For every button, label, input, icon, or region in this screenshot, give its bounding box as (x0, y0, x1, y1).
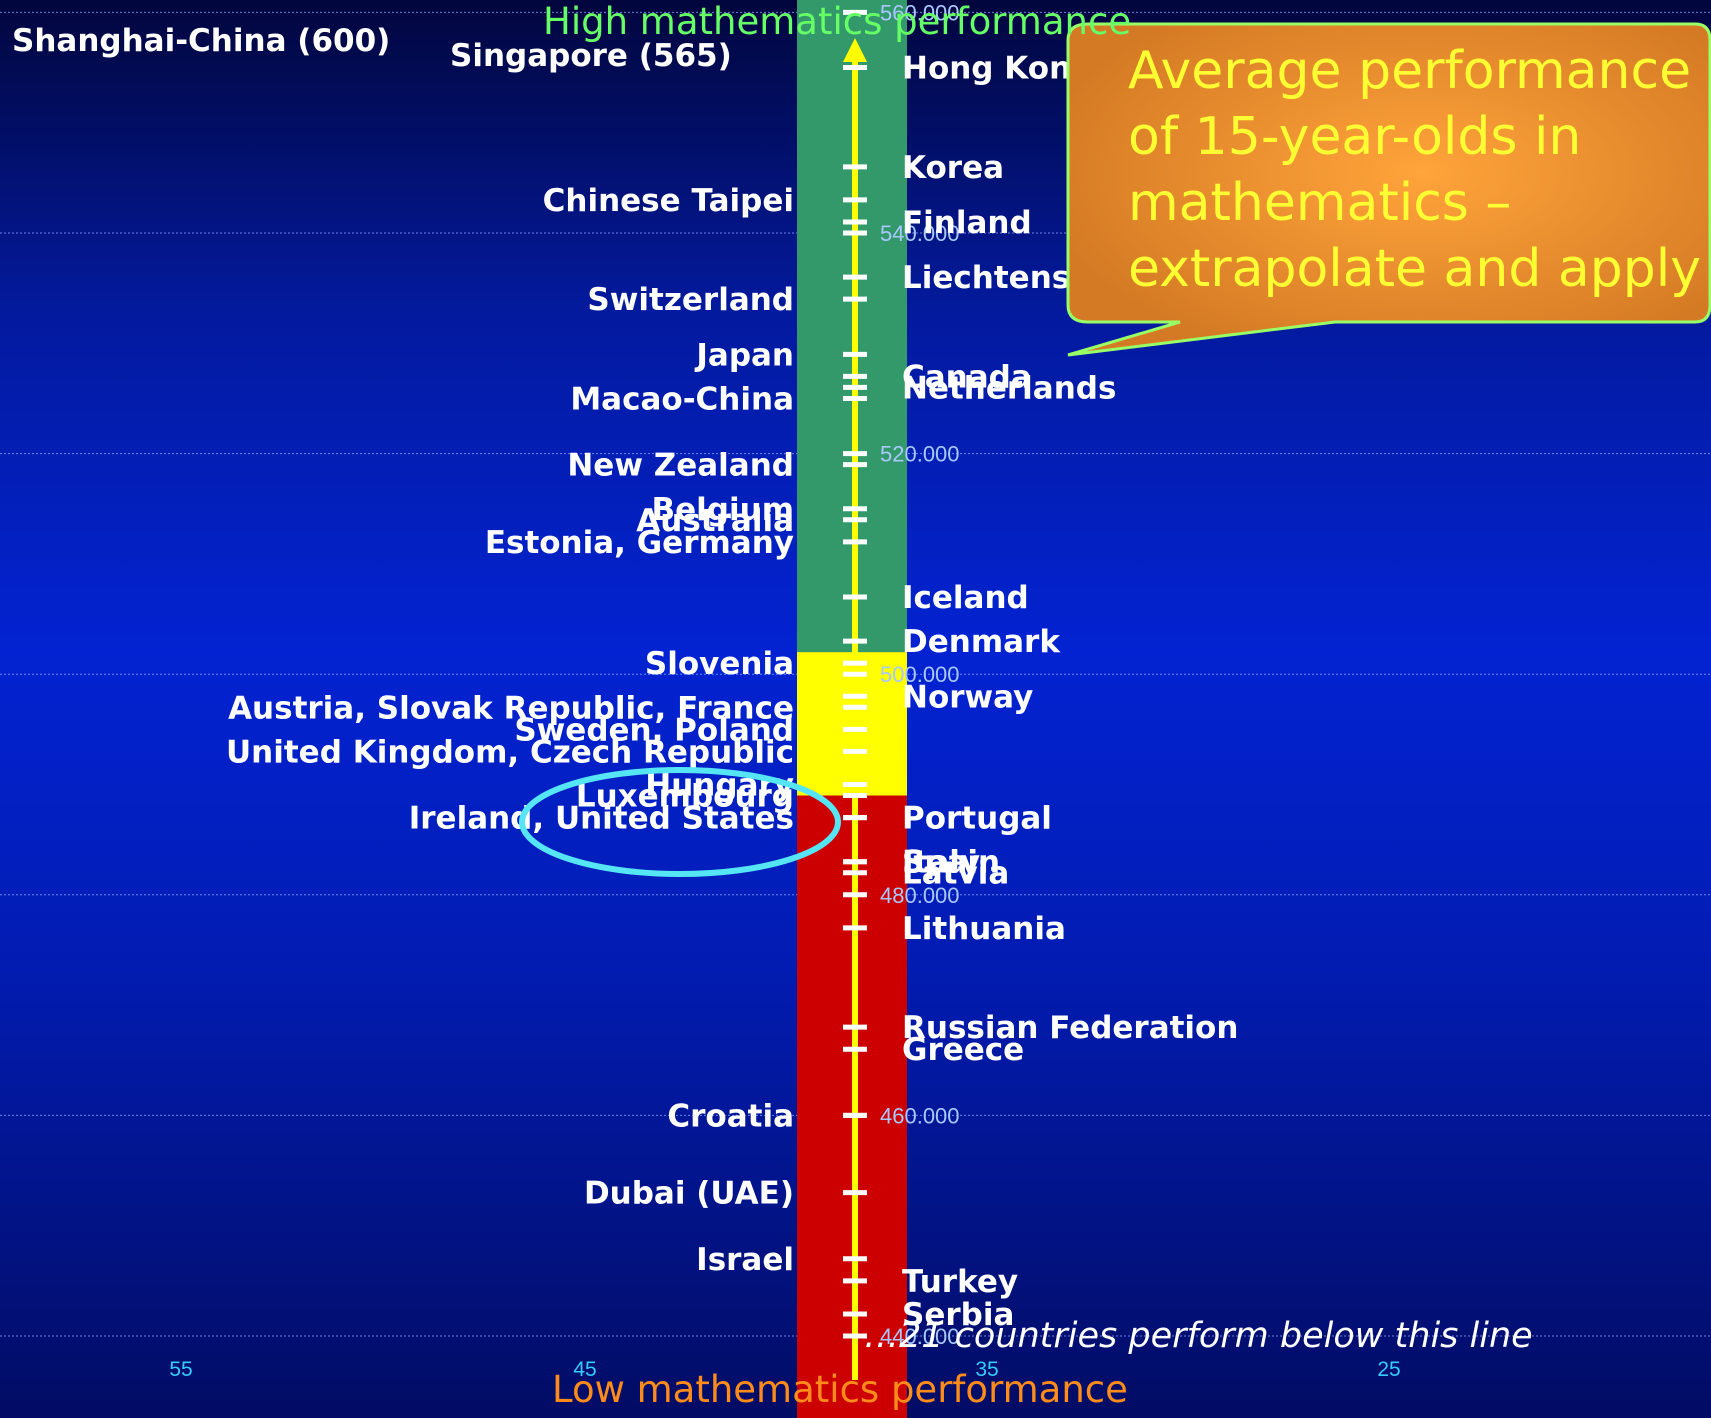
x-tick-label-45: 45 (573, 1358, 596, 1381)
label-ireland-united-states: Ireland, United States (409, 801, 794, 837)
label-iceland: Iceland (902, 580, 1029, 616)
label-macao-china: Macao-China (570, 381, 794, 417)
label-latvia: Latvia (902, 856, 1009, 892)
label-australia: Australia (636, 503, 794, 539)
label-sweden-poland: Sweden, Poland (514, 712, 794, 748)
label-russian-federation: Russian Federation (902, 1010, 1238, 1046)
callout-balloon (1066, 22, 1711, 357)
x-tick-label-25: 25 (1377, 1358, 1400, 1381)
label-slovenia: Slovenia (645, 646, 794, 682)
label-dubai-uae: Dubai (UAE) (584, 1176, 794, 1212)
label-portugal: Portugal (902, 801, 1052, 837)
label-greece: Greece (902, 1032, 1024, 1068)
label-belgium: Belgium (652, 492, 794, 528)
tick-labels: 440.000 460.000 480.000 500.000 520.000 540.0… (880, 0, 960, 1349)
label-croatia: Croatia (667, 1098, 794, 1134)
y-tick-label-500: 500.000 (880, 662, 960, 687)
label-netherlands: Netherlands (902, 370, 1116, 406)
label-korea: Korea (902, 150, 1004, 186)
axis-label-low: Low mathematics performance (552, 1368, 1128, 1411)
label-japan: Japan (694, 337, 794, 373)
below-line-note: …21 countries perform below this line (864, 1316, 1533, 1356)
label-serbia: Serbia (902, 1297, 1014, 1333)
label-chinese-taipei: Chinese Taipei (543, 183, 794, 219)
label-spain: Spain (902, 845, 1000, 881)
label-norway: Norway (902, 679, 1033, 715)
x-tick-label-35: 35 (975, 1358, 998, 1381)
country-marks (843, 9, 867, 1339)
label-denmark: Denmark (902, 624, 1061, 660)
y-tick-label-440: 440.000 (880, 1324, 960, 1349)
callout-shape (1066, 22, 1711, 357)
label-finland: Finland (902, 205, 1032, 241)
label-new-zealand: New Zealand (567, 448, 794, 484)
label-united-kingdom-czech-republic: United Kingdom, Czech Republic (226, 734, 794, 770)
label-luxembourg: Luxembourg (576, 779, 794, 815)
label-italy: Italy (902, 845, 980, 881)
axis-label-high: High mathematics performance (543, 0, 1132, 43)
x-tick-label-55: 55 (169, 1358, 192, 1381)
highlight-layer (519, 767, 841, 877)
y-tick-label-480: 480.000 (880, 883, 960, 908)
y-tick-label-520: 520.000 (880, 442, 960, 467)
highlight-ellipse-united-states (519, 767, 841, 877)
y-tick-label-540: 540.000 (880, 221, 960, 246)
y-tick-label-460: 460.000 (880, 1103, 960, 1128)
label-turkey: Turkey (902, 1264, 1018, 1300)
label-austria-slovak-republic-france: Austria, Slovak Republic, France (228, 690, 794, 726)
label-shanghai-china-600: Shanghai-China (600) (12, 23, 390, 59)
callout-text: Average performance of 15-year-olds in m… (1128, 41, 1701, 299)
x-tick-labels: 55 45 35 25 (169, 1358, 1400, 1381)
label-israel: Israel (696, 1242, 794, 1278)
label-estonia-germany: Estonia, Germany (485, 525, 794, 561)
label-switzerland: Switzerland (587, 282, 794, 318)
label-canada: Canada (902, 359, 1032, 395)
label-singapore-565: Singapore (565) (450, 38, 732, 74)
y-tick-label-560: 560.000 (880, 0, 960, 25)
label-lithuania: Lithuania (902, 911, 1066, 947)
axis-arrowhead (843, 38, 867, 62)
